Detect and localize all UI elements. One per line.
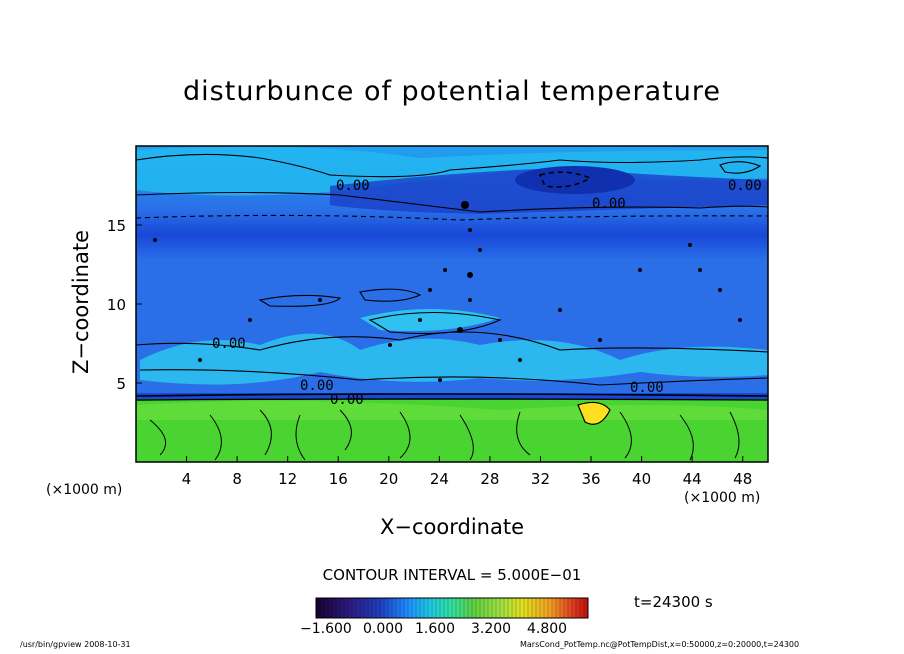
y-axis: 5 10 15 — [107, 217, 142, 393]
contour-label: 0.00 — [728, 178, 762, 194]
chart-title: disturbunce of potential temperature — [183, 76, 721, 107]
lower-light — [136, 401, 768, 420]
contour-label: 0.00 — [630, 380, 664, 396]
footer-left: /usr/bin/gpview 2008-10-31 — [20, 640, 131, 649]
x-tick-label: 44 — [683, 470, 702, 488]
x-tick-label: 40 — [632, 470, 651, 488]
y-tick-label: 10 — [107, 296, 126, 314]
speckles — [153, 201, 742, 382]
colorbar — [315, 597, 589, 619]
contour-label: 0.00 — [330, 392, 364, 408]
x-tick-label: 8 — [232, 470, 242, 488]
x-tick-label: 36 — [581, 470, 600, 488]
yellow-patch — [577, 401, 611, 425]
time-label: t=24300 s — [634, 593, 713, 611]
contour-label: 0.00 — [336, 178, 370, 194]
z-unit-label: (×1000 m) — [46, 482, 123, 498]
y-axis-label: Z−coordinate — [69, 230, 93, 374]
contour-label-group: 0.00 0.00 0.00 0.00 0.00 0.00 0.00 — [212, 178, 762, 408]
contour-label: 0.00 — [212, 336, 246, 352]
colorbar-tick: −1.600 — [300, 621, 352, 637]
boundary-strip — [136, 393, 768, 399]
x-tick-label: 32 — [531, 470, 550, 488]
upper-cyan-band — [136, 146, 768, 196]
y-tick-label: 15 — [107, 217, 126, 235]
colorbar-tick: 0.000 — [363, 621, 404, 637]
x-tick-label: 16 — [329, 470, 348, 488]
x-axis: 4 8 12 16 20 24 28 32 36 40 44 48 — [182, 456, 752, 488]
footer-right: MarsCond_PotTemp.nc@PotTempDist,x=0:5000… — [520, 640, 800, 649]
contour-lines — [135, 153, 769, 461]
contour-label: 0.00 — [592, 196, 626, 212]
x-tick-label: 12 — [278, 470, 297, 488]
colorbar-tick: 1.600 — [415, 621, 456, 637]
x-tick-label: 48 — [733, 470, 752, 488]
x-tick-label: 24 — [430, 470, 449, 488]
x-tick-label: 28 — [480, 470, 499, 488]
x-unit-label: (×1000 m) — [684, 490, 761, 506]
y-tick-label: 5 — [116, 375, 126, 393]
field-layer — [136, 146, 768, 462]
dark-spot — [515, 166, 635, 194]
colorbar-tick: 4.800 — [527, 621, 568, 637]
contour-interval-label: CONTOUR INTERVAL = 5.000E−01 — [322, 566, 582, 584]
mid-cyan-patches — [140, 333, 768, 385]
contour-label: 0.00 — [300, 378, 334, 394]
x-tick-label: 4 — [182, 470, 192, 488]
x-axis-label: X−coordinate — [380, 515, 524, 539]
x-tick-label: 20 — [379, 470, 398, 488]
colorbar-tick: 3.200 — [471, 621, 512, 637]
colorbar-stripes — [315, 598, 589, 618]
